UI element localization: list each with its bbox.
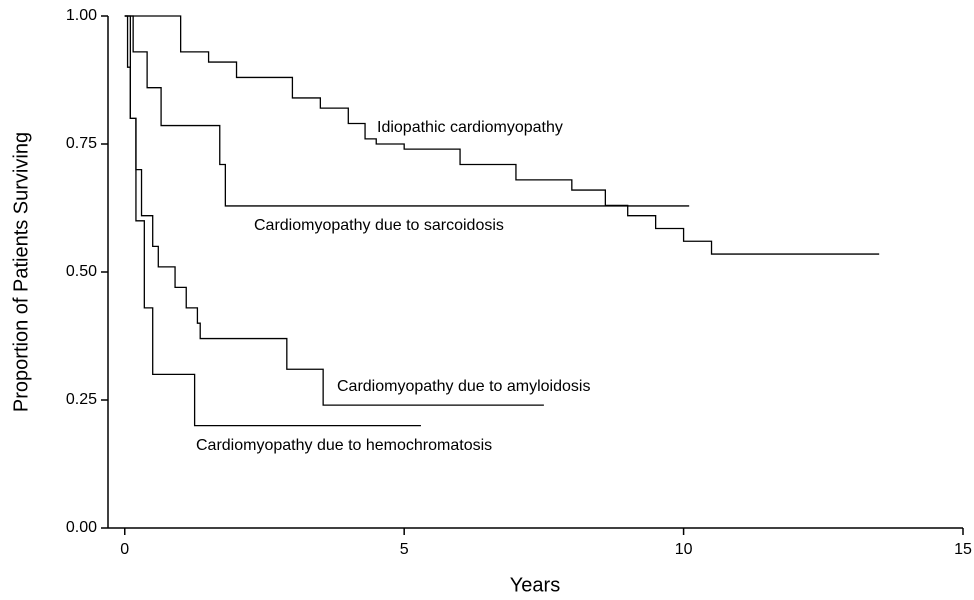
x-tick-label: 5: [400, 541, 409, 558]
curve-label: Cardiomyopathy due to amyloidosis: [337, 378, 590, 395]
curve-label: Idiopathic cardiomyopathy: [377, 119, 563, 136]
survival-curve: [124, 15, 880, 255]
y-axis-title: Proportion of Patients Surviving: [10, 132, 32, 412]
y-tick-label: 0.50: [66, 263, 97, 280]
survival-curve: [124, 15, 421, 427]
y-tick-label: 1.00: [66, 7, 97, 24]
x-tick-label: 0: [120, 541, 129, 558]
x-tick-label: 10: [675, 541, 693, 558]
y-tick-label: 0.00: [66, 519, 97, 536]
survival-curve: [124, 15, 544, 406]
x-tick-label: 15: [954, 541, 972, 558]
y-tick-label: 0.25: [66, 391, 97, 408]
y-tick-label: 0.75: [66, 135, 97, 152]
x-axis-title: Years: [510, 574, 560, 596]
survival-curve: [124, 15, 690, 207]
curve-label: Cardiomyopathy due to sarcoidosis: [254, 217, 504, 234]
curve-label: Cardiomyopathy due to hemochromatosis: [196, 437, 492, 454]
